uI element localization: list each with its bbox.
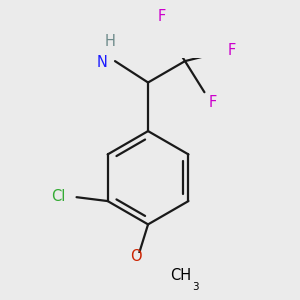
Text: H: H xyxy=(105,34,116,50)
Text: F: F xyxy=(228,43,236,58)
Text: 3: 3 xyxy=(192,282,198,292)
Text: F: F xyxy=(208,95,217,110)
Text: Cl: Cl xyxy=(52,189,66,204)
Text: N: N xyxy=(96,55,107,70)
Text: F: F xyxy=(158,9,166,24)
Text: CH: CH xyxy=(170,268,191,284)
Text: O: O xyxy=(130,249,142,264)
